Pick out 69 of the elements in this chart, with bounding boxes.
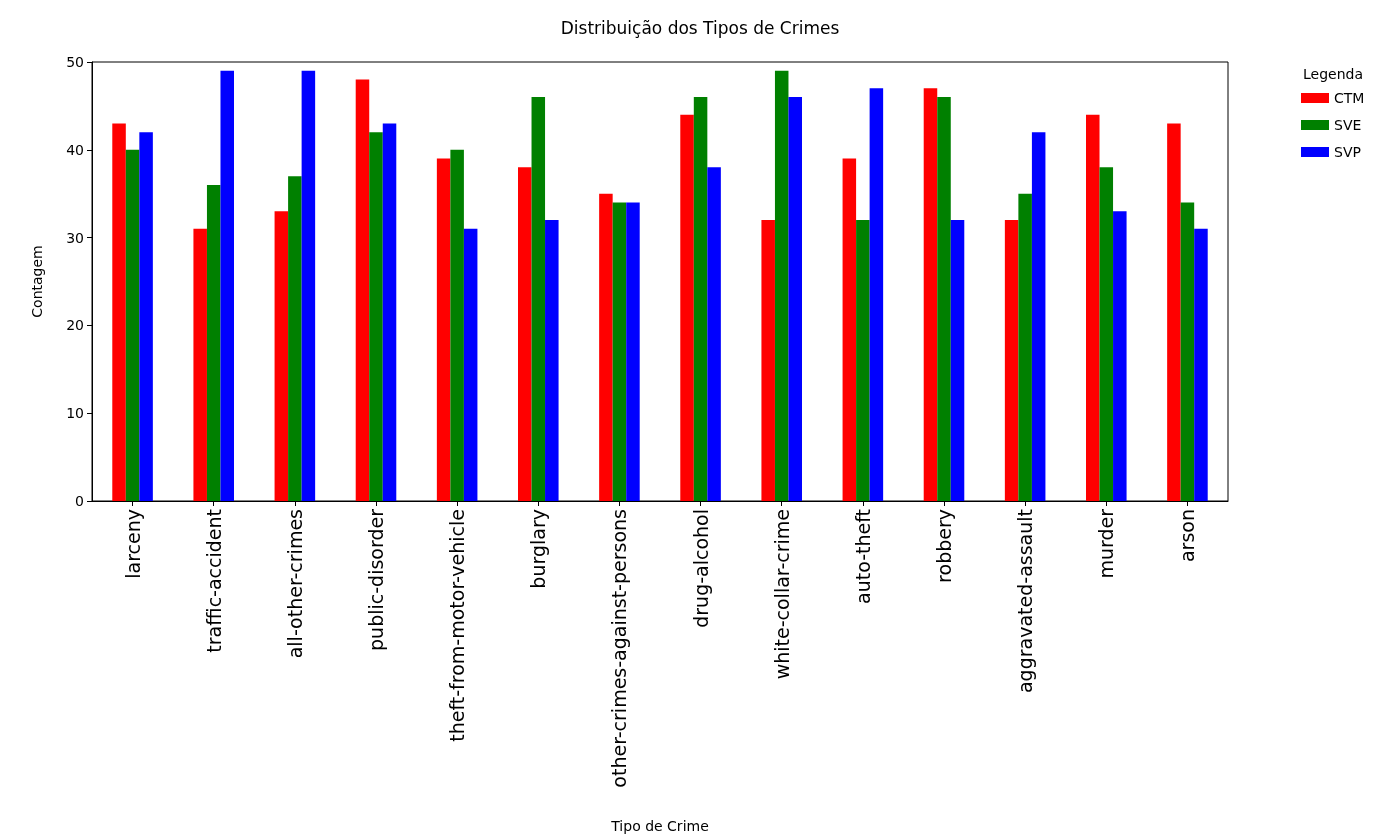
x-tick-label: theft-from-motor-vehicle xyxy=(446,509,469,742)
bar xyxy=(369,132,383,501)
y-axis-title: Contagem xyxy=(29,245,45,318)
bar xyxy=(923,88,938,501)
y-tick-label: 10 xyxy=(66,405,84,422)
bar xyxy=(680,114,694,501)
bar xyxy=(774,70,789,501)
bar xyxy=(1180,202,1195,501)
bar xyxy=(1031,132,1046,501)
bar xyxy=(1113,211,1127,501)
legend-label: SVP xyxy=(1334,144,1361,160)
x-tick-label: other-crimes-against-persons xyxy=(608,509,631,788)
bar xyxy=(599,193,613,501)
x-tick-label: traffic-accident xyxy=(202,509,225,653)
bar xyxy=(626,202,640,501)
bar xyxy=(531,97,546,501)
bar xyxy=(937,97,951,501)
bar xyxy=(869,88,884,501)
bar xyxy=(545,220,559,501)
bar xyxy=(1004,220,1019,501)
bar xyxy=(1018,193,1032,501)
legend-title: Legenda xyxy=(1303,66,1364,82)
y-tick-label: 40 xyxy=(66,141,84,158)
x-tick-label: larceny xyxy=(121,509,144,579)
x-tick-label: burglary xyxy=(527,509,550,589)
bar xyxy=(463,228,478,501)
chart-title: Distribuição dos Tipos de Crimes xyxy=(560,17,840,38)
bar xyxy=(436,158,451,501)
bar xyxy=(125,149,140,501)
bar xyxy=(1167,123,1181,501)
legend-label: SVE xyxy=(1334,117,1362,133)
x-tick-label: drug-alcohol xyxy=(689,509,712,628)
x-tick-label: white-collar-crime xyxy=(770,509,793,680)
y-tick-label: 20 xyxy=(66,317,84,334)
bar xyxy=(788,97,802,501)
bar xyxy=(274,211,289,501)
bar xyxy=(1099,167,1114,501)
bar xyxy=(301,70,316,501)
x-tick-label: all-other-crimes xyxy=(283,509,306,659)
y-tick-label: 0 xyxy=(75,493,84,509)
bar xyxy=(450,149,464,501)
bar xyxy=(842,158,857,501)
x-tick-label: robbery xyxy=(933,509,955,583)
y-tick-label: 50 xyxy=(66,54,84,70)
y-tick-label: 30 xyxy=(66,229,84,246)
x-tick-label: arson xyxy=(1176,509,1199,563)
bar xyxy=(1194,228,1208,501)
bar xyxy=(707,167,721,501)
bar xyxy=(355,79,370,501)
bar xyxy=(693,97,708,501)
bar xyxy=(206,184,221,501)
bar xyxy=(761,220,775,501)
bar xyxy=(288,176,302,501)
x-tick-label: public-disorder xyxy=(365,508,387,651)
x-tick-label: auto-theft xyxy=(851,509,874,604)
bar xyxy=(612,202,627,501)
bar xyxy=(518,167,532,501)
x-tick-label: murder xyxy=(1095,508,1118,579)
legend-label: CTM xyxy=(1334,90,1365,106)
x-tick-label: aggravated-assault xyxy=(1014,509,1037,694)
bar xyxy=(193,228,207,501)
bar xyxy=(220,70,234,501)
x-axis-title: Tipo de Crime xyxy=(610,818,709,834)
bar xyxy=(139,132,153,501)
bar xyxy=(1086,114,1100,501)
bar xyxy=(112,123,126,501)
bar xyxy=(950,220,965,501)
bar xyxy=(856,220,870,501)
bar xyxy=(382,123,397,501)
